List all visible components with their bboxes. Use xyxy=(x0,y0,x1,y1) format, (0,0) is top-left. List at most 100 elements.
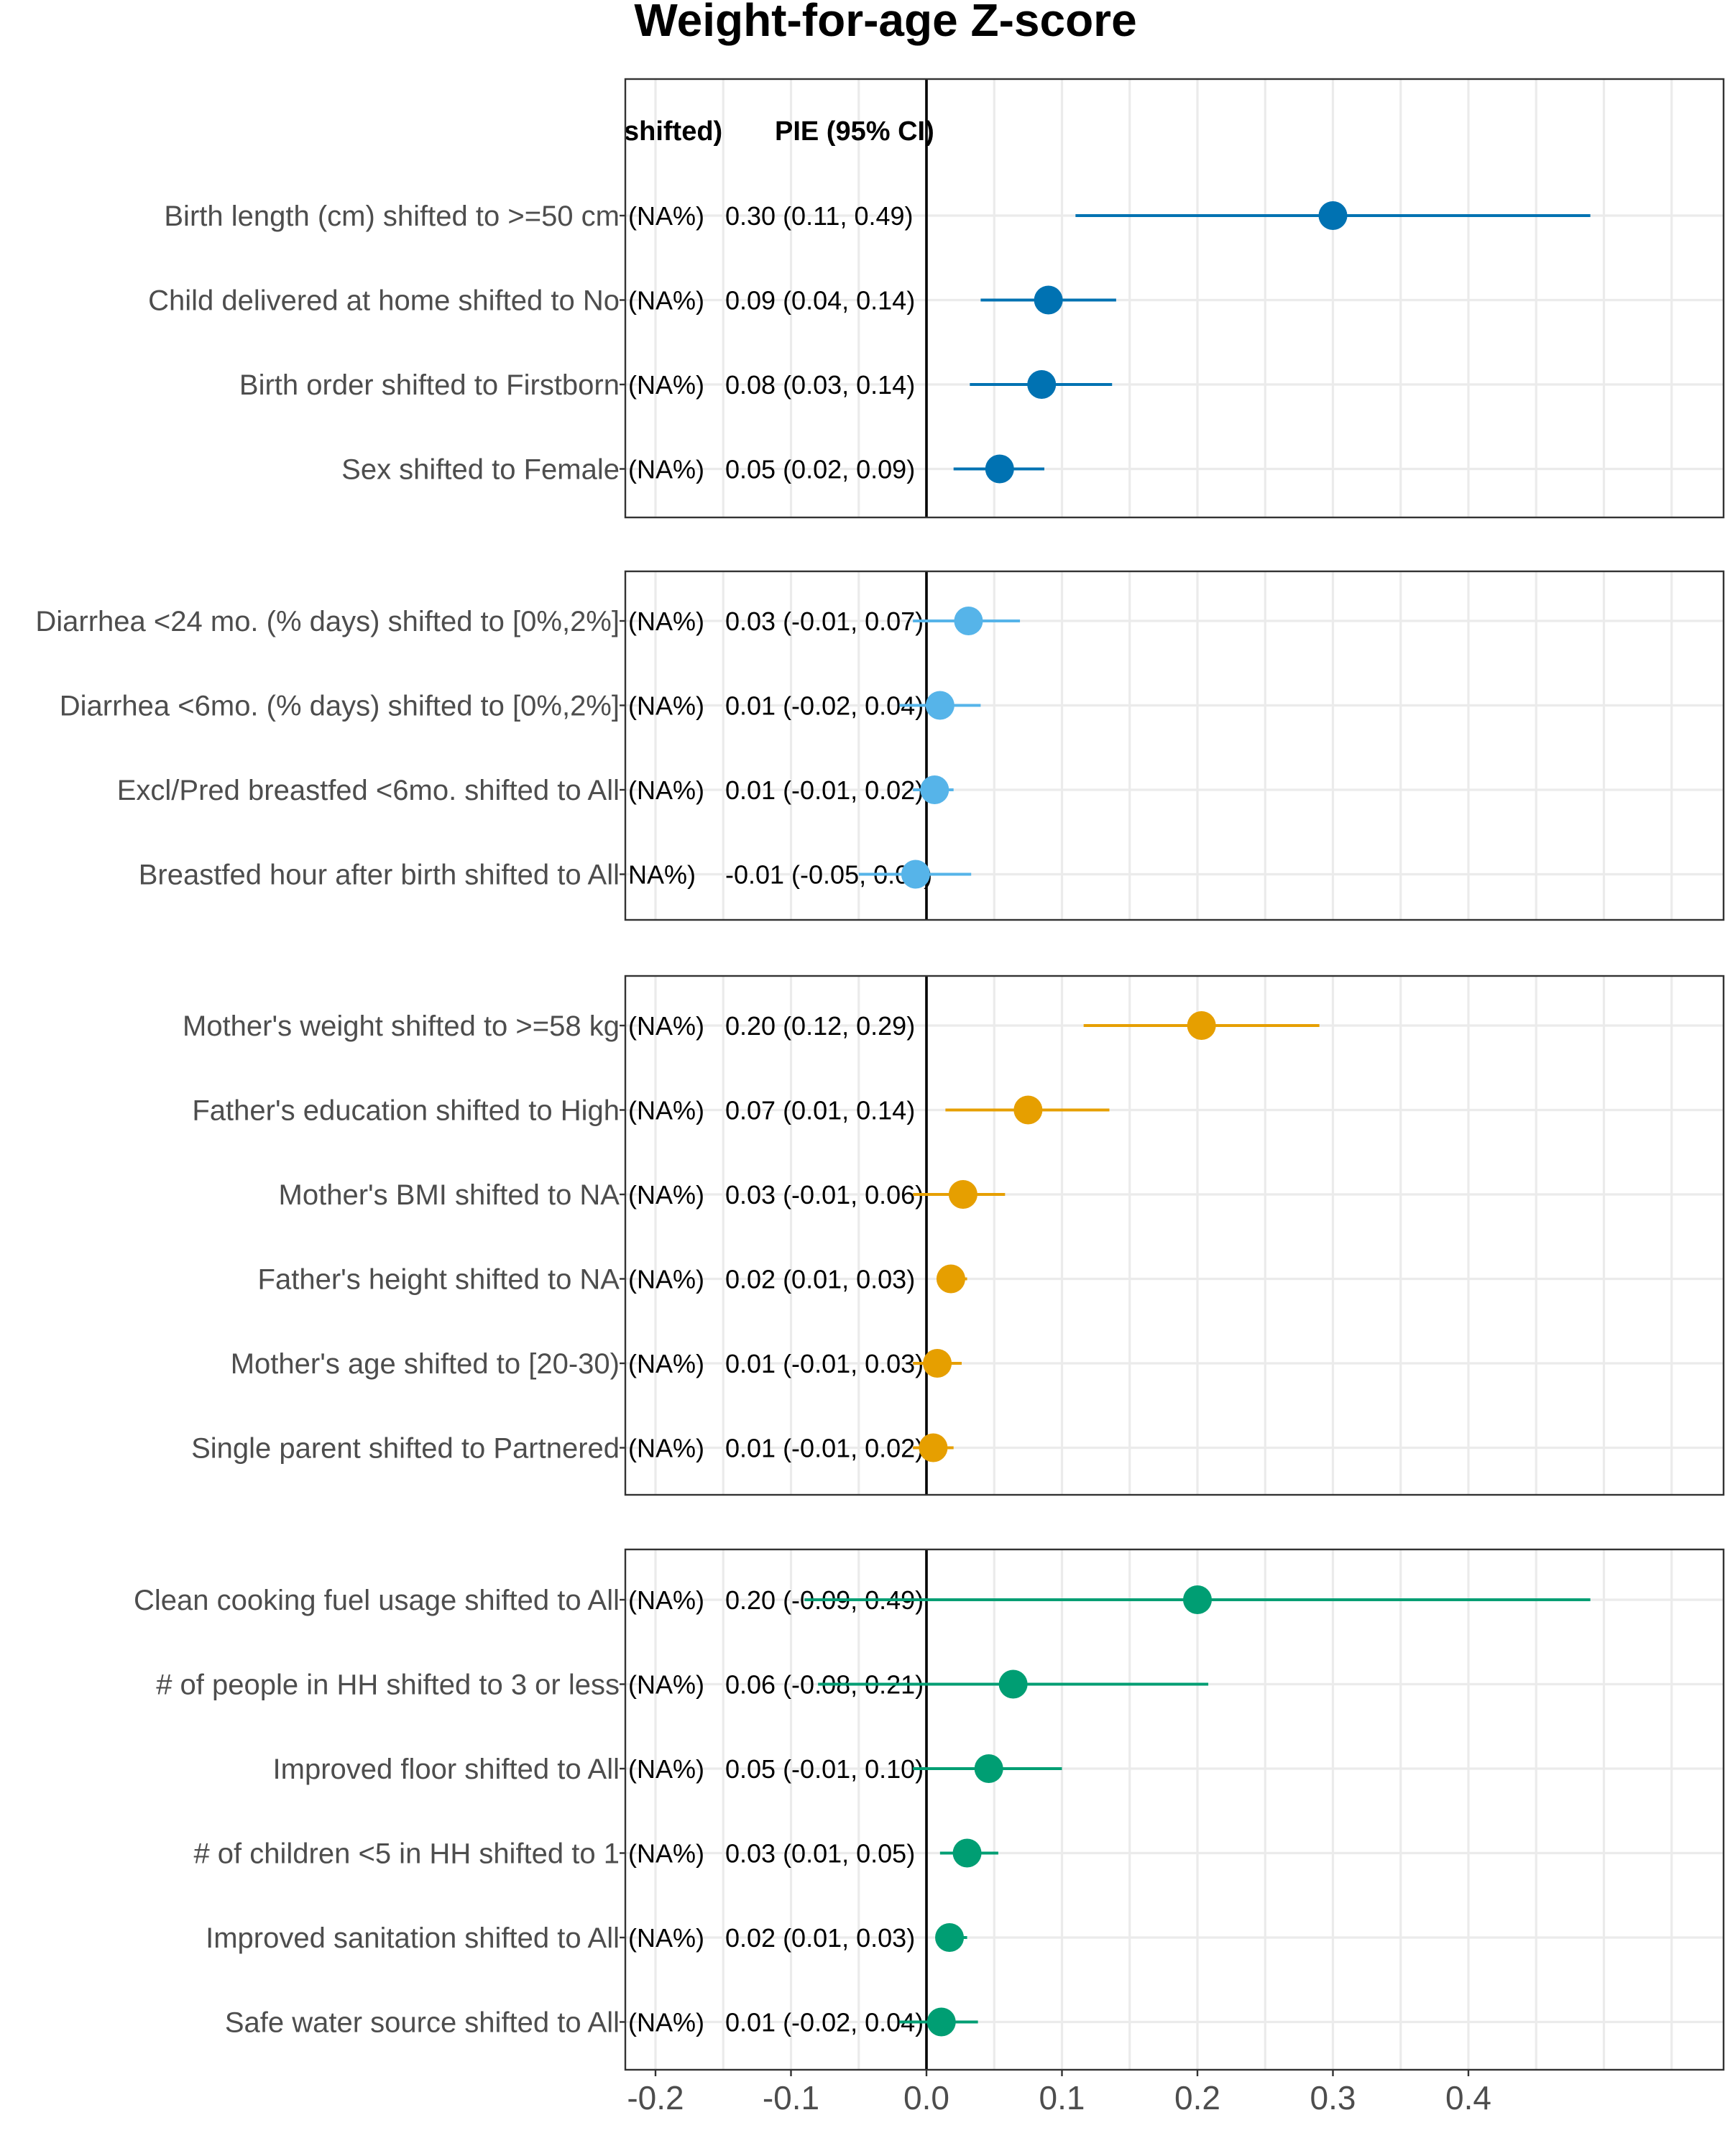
column-header-shifted: shifted) xyxy=(624,116,722,147)
row-4-5: Improved sanitation shifted to All (NA%) 0… xyxy=(206,1922,1724,1954)
row-label: Birth order shifted to Firstborn xyxy=(239,369,620,401)
estimate-point xyxy=(901,860,930,889)
row-3-4: Father's height shifted to NA (NA%) 0.02 (… xyxy=(258,1264,1724,1296)
row-label: Diarrhea <6mo. (% days) shifted to [0%,2… xyxy=(60,691,620,722)
row-2-2: Diarrhea <6mo. (% days) shifted to [0%,2… xyxy=(60,691,1724,722)
row-3-2: Father's education shifted to High (NA%) 0… xyxy=(192,1095,1724,1127)
row-label: # of people in HH shifted to 3 or less xyxy=(156,1669,620,1701)
row-4-3: Improved floor shifted to All (NA%) 0.05 (… xyxy=(273,1754,1724,1785)
estimate-point xyxy=(1318,201,1348,230)
na-percent: (NA%) xyxy=(628,775,704,805)
estimate-point xyxy=(935,1923,965,1952)
panel-border xyxy=(624,78,1725,519)
row-4-6: Safe water source shifted to All (NA%) 0.0… xyxy=(225,2007,1724,2039)
panel-border xyxy=(624,1548,1725,2071)
row-4-4: # of children <5 in HH shifted to 1 (NA%)… xyxy=(193,1838,1724,1870)
row-label: Diarrhea <24 mo. (% days) shifted to [0%… xyxy=(35,606,620,637)
x-tick-label: -0.2 xyxy=(627,2079,684,2116)
na-percent: (NA%) xyxy=(628,1349,704,1378)
panel-4: Clean cooking fuel usage shifted to All (… xyxy=(134,1548,1725,2071)
estimate-point xyxy=(1183,1585,1212,1614)
row-label: Improved floor shifted to All xyxy=(273,1754,620,1785)
x-tick-label: 0.0 xyxy=(903,2079,949,2116)
na-percent: (NA%) xyxy=(628,1670,704,1700)
na-percent: (NA%) xyxy=(628,370,704,400)
panel-border xyxy=(624,570,1725,921)
x-tick-label: 0.3 xyxy=(1310,2079,1356,2116)
na-percent: (NA%) xyxy=(628,1265,704,1294)
pie-ci-text: 0.30 (0.11, 0.49) xyxy=(725,201,914,231)
estimate-point xyxy=(974,1754,1003,1783)
pie-ci-text: 0.07 (0.01, 0.14) xyxy=(725,1096,915,1125)
estimate-point xyxy=(936,1264,965,1294)
pie-ci-text: 0.09 (0.04, 0.14) xyxy=(725,286,915,315)
na-percent: (NA%) xyxy=(628,691,704,721)
estimate-point xyxy=(1027,370,1057,399)
row-label: Excl/Pred breastfed <6mo. shifted to All xyxy=(117,775,620,806)
na-percent: (NA%) xyxy=(628,2008,704,2037)
na-percent: (NA%) xyxy=(628,201,704,231)
estimate-point xyxy=(1013,1095,1043,1125)
row-3-3: Mother's BMI shifted to NA (NA%) 0.03 (-0.… xyxy=(279,1179,1724,1211)
row-label: Child delivered at home shifted to No xyxy=(148,285,620,317)
estimate-point xyxy=(998,1669,1028,1699)
row-label: Single parent shifted to Partnered xyxy=(191,1433,620,1465)
pie-ci-text: 0.05 (0.02, 0.09) xyxy=(725,455,915,484)
x-tick-label: -0.1 xyxy=(763,2079,819,2116)
row-label: # of children <5 in HH shifted to 1 xyxy=(193,1838,620,1870)
row-2-1: Diarrhea <24 mo. (% days) shifted to [0%… xyxy=(35,606,1724,637)
panels: shifted) PIE (95% CI) Birth length (cm) sh… xyxy=(35,78,1725,2071)
na-percent: (NA%) xyxy=(628,455,704,484)
panel-1: shifted) PIE (95% CI) Birth length (cm) sh… xyxy=(148,78,1725,519)
row-1-3: Birth order shifted to Firstborn (NA%) 0.0… xyxy=(239,369,1724,401)
row-3-5: Mother's age shifted to [20-30) (NA%) 0.01… xyxy=(231,1348,1724,1380)
panel-2: Diarrhea <24 mo. (% days) shifted to [0%… xyxy=(35,570,1725,921)
pie-ci-text: 0.01 (-0.01, 0.03) xyxy=(725,1349,924,1378)
row-1-4: Sex shifted to Female (NA%) 0.05 (0.02, 0.… xyxy=(341,454,1724,486)
row-label: Mother's weight shifted to >=58 kg xyxy=(183,1010,620,1042)
row-3-1: Mother's weight shifted to >=58 kg (NA%) 0… xyxy=(183,1010,1724,1042)
row-label: Clean cooking fuel usage shifted to All xyxy=(134,1585,620,1616)
na-percent: (NA%) xyxy=(628,1434,704,1463)
estimate-point xyxy=(948,1180,978,1209)
chart-title: Weight-for-age Z-score xyxy=(634,0,1136,46)
row-label: Mother's BMI shifted to NA xyxy=(279,1179,620,1211)
estimate-point xyxy=(1187,1011,1216,1040)
row-label: Sex shifted to Female xyxy=(341,454,620,486)
row-label: Safe water source shifted to All xyxy=(225,2007,620,2039)
row-2-3: Excl/Pred breastfed <6mo. shifted to All… xyxy=(117,775,1724,806)
estimate-point xyxy=(926,2007,956,2037)
row-2-4: Breastfed hour after birth shifted to Al… xyxy=(139,860,1724,891)
pie-ci-text: 0.02 (0.01, 0.03) xyxy=(725,1265,915,1294)
pie-ci-text: 0.03 (-0.01, 0.07) xyxy=(725,607,924,636)
na-percent: (NA%) xyxy=(628,1923,704,1953)
estimate-point xyxy=(1034,285,1063,315)
pie-ci-text: 0.20 (0.12, 0.29) xyxy=(725,1011,915,1041)
pie-ci-text: 0.08 (0.03, 0.14) xyxy=(725,370,915,400)
pie-ci-text: 0.01 (-0.01, 0.02) xyxy=(725,1434,924,1463)
x-tick-label: 0.4 xyxy=(1445,2079,1491,2116)
na-percent: (NA%) xyxy=(628,1180,704,1210)
row-label: Father's height shifted to NA xyxy=(258,1264,620,1296)
row-3-6: Single parent shifted to Partnered (NA%) 0… xyxy=(191,1433,1724,1465)
row-label: Mother's age shifted to [20-30) xyxy=(231,1348,620,1380)
x-axis: -0.2 -0.1 0.0 0.1 0.2 0.3 0.4 xyxy=(627,2070,1491,2116)
pie-ci-text: 0.02 (0.01, 0.03) xyxy=(725,1923,915,1953)
estimate-point xyxy=(925,691,954,720)
pie-ci-text: 0.05 (-0.01, 0.10) xyxy=(725,1754,924,1784)
na-percent: NA%) xyxy=(628,860,696,890)
row-label: Father's education shifted to High xyxy=(192,1095,620,1127)
estimate-point xyxy=(954,607,983,635)
na-percent: (NA%) xyxy=(628,607,704,636)
na-percent: (NA%) xyxy=(628,1839,704,1869)
estimate-point xyxy=(952,1838,982,1868)
na-percent: (NA%) xyxy=(628,1096,704,1125)
panel-border xyxy=(624,975,1725,1496)
panel-3: Mother's weight shifted to >=58 kg (NA%) 0… xyxy=(183,975,1725,1496)
pie-ci-text: 0.03 (-0.01, 0.06) xyxy=(725,1180,924,1210)
na-percent: (NA%) xyxy=(628,1585,704,1615)
estimate-point xyxy=(923,1349,952,1378)
estimate-point xyxy=(920,775,949,804)
pie-ci-text: 0.03 (0.01, 0.05) xyxy=(725,1839,915,1869)
